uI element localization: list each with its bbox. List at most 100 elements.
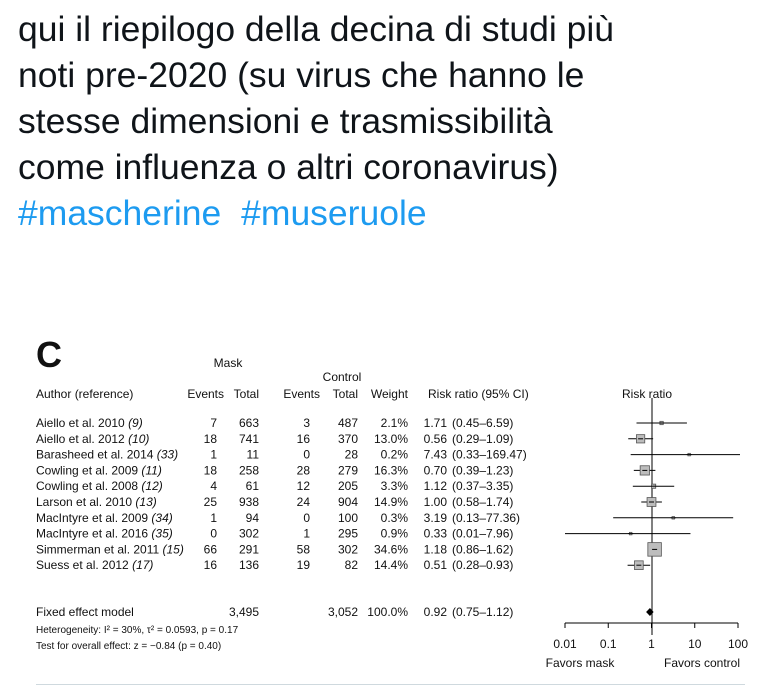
study-rr: 0.70 <box>424 463 448 477</box>
hashtag-link-mascherine[interactable]: #mascherine <box>18 193 222 233</box>
study-control-total: 279 <box>338 463 358 477</box>
x-axis-left-label: Favors mask <box>546 656 616 670</box>
control-group-header: Control <box>323 370 362 384</box>
col-header-author: Author (reference) <box>36 387 133 401</box>
mask-group-header: Mask <box>214 356 244 370</box>
x-tick-label: 100 <box>728 637 748 651</box>
study-mask-events: 0 <box>210 527 217 541</box>
study-author: Barasheed et al. 2014 (33) <box>36 448 178 462</box>
study-control-total: 82 <box>345 558 359 572</box>
tweet-line: stesse dimensioni e trasmissibilità <box>18 101 553 141</box>
study-mask-events: 66 <box>204 542 218 556</box>
study-weight: 34.6% <box>374 542 408 556</box>
study-mask-events: 1 <box>210 511 217 525</box>
study-weight: 14.9% <box>374 495 408 509</box>
study-ci: (0.45–6.59) <box>452 416 513 430</box>
col-header-plot: Risk ratio <box>622 387 672 401</box>
study-ci: (0.33–169.47) <box>452 448 527 462</box>
study-mask-events: 1 <box>210 448 217 462</box>
study-control-total: 487 <box>338 416 358 430</box>
study-author: Cowling et al. 2008 (12) <box>36 479 163 493</box>
study-control-events: 0 <box>303 511 310 525</box>
study-mask-total: 258 <box>239 463 259 477</box>
col-header-weight: Weight <box>371 387 409 401</box>
study-mask-total: 136 <box>239 558 259 572</box>
study-control-total: 28 <box>345 448 359 462</box>
panel-label: C <box>36 334 62 375</box>
plot-marks <box>565 420 740 616</box>
study-mask-total: 741 <box>239 432 259 446</box>
study-weight: 16.3% <box>374 463 408 477</box>
study-ci: (0.13–77.36) <box>452 511 520 525</box>
pooled-ci: (0.75–1.12) <box>452 605 513 619</box>
study-weight: 0.2% <box>381 448 409 462</box>
study-ci: (0.29–1.09) <box>452 432 513 446</box>
study-control-total: 904 <box>338 495 358 509</box>
study-rr: 1.18 <box>424 542 448 556</box>
study-control-events: 58 <box>297 542 311 556</box>
col-header-mask-total: Total <box>234 387 259 401</box>
pooled-diamond <box>646 608 654 616</box>
study-mask-total: 302 <box>239 527 259 541</box>
study-control-events: 28 <box>297 463 311 477</box>
pooled-control-total: 3,052 <box>328 605 358 619</box>
study-weight: 0.3% <box>381 511 409 525</box>
study-author: Cowling et al. 2009 (11) <box>36 463 162 477</box>
study-control-events: 24 <box>297 495 311 509</box>
col-header-control-total: Total <box>333 387 358 401</box>
study-rr: 0.56 <box>424 432 448 446</box>
study-rr: 7.43 <box>424 448 448 462</box>
study-control-total: 295 <box>338 527 358 541</box>
x-tick-label: 0.01 <box>553 637 577 651</box>
study-control-total: 370 <box>338 432 358 446</box>
study-ci: (0.58–1.74) <box>452 495 513 509</box>
study-author: MacIntyre et al. 2009 (34) <box>36 511 173 525</box>
study-mask-events: 18 <box>204 432 218 446</box>
study-control-events: 12 <box>297 479 311 493</box>
study-author: Aiello et al. 2012 (10) <box>36 432 149 446</box>
x-axis-ticks: 0.01 0.1 1 10 100 <box>553 623 748 651</box>
tweet-divider <box>36 684 745 685</box>
forest-plot-image[interactable]: C Mask Control Author (reference) Events… <box>0 330 781 680</box>
study-ci: (0.86–1.62) <box>452 542 513 556</box>
hashtag-link-museruole[interactable]: #museruole <box>241 193 427 233</box>
study-ci: (0.39–1.23) <box>452 463 513 477</box>
x-tick-label: 1 <box>648 637 655 651</box>
col-header-mask-events: Events <box>187 387 224 401</box>
study-rr: 3.19 <box>424 511 448 525</box>
study-author: Suess et al. 2012 (17) <box>36 558 153 572</box>
study-author: MacIntyre et al. 2016 (35) <box>36 527 173 541</box>
study-control-total: 302 <box>338 542 358 556</box>
study-ci: (0.37–3.35) <box>452 479 513 493</box>
study-mask-total: 11 <box>247 448 260 462</box>
forest-plot: C Mask Control Author (reference) Events… <box>36 334 748 670</box>
tweet-line: come influenza o altri coronavirus) <box>18 147 559 187</box>
study-weight: 3.3% <box>381 479 409 493</box>
study-control-total: 100 <box>338 511 358 525</box>
study-weight: 2.1% <box>381 416 409 430</box>
study-mask-total: 663 <box>239 416 259 430</box>
study-ci: (0.01–7.96) <box>452 527 513 541</box>
tweet-line: noti pre-2020 (su virus che hanno le <box>18 55 585 95</box>
study-author: Aiello et al. 2010 (9) <box>36 416 143 430</box>
study-rr: 0.33 <box>424 527 448 541</box>
study-rr: 1.71 <box>424 416 448 430</box>
study-weight: 0.9% <box>381 527 409 541</box>
study-mask-total: 61 <box>246 479 260 493</box>
study-rr: 0.51 <box>424 558 448 572</box>
study-control-events: 16 <box>297 432 311 446</box>
study-control-events: 0 <box>303 448 310 462</box>
pooled-rr: 0.92 <box>424 605 448 619</box>
study-mask-total: 94 <box>246 511 260 525</box>
study-control-total: 205 <box>338 479 358 493</box>
tweet-text: qui il riepilogo della decina di studi p… <box>18 6 768 236</box>
col-header-control-events: Events <box>283 387 320 401</box>
study-author: Simmerman et al. 2011 (15) <box>36 542 184 556</box>
study-rows: Aiello et al. 2010 (9) 7 663 3 487 2.1% 1.71 (0… <box>36 416 527 572</box>
x-tick-label: 10 <box>688 637 702 651</box>
study-rr: 1.12 <box>424 479 448 493</box>
hashtag-row: #mascherine #museruole <box>18 190 768 236</box>
study-control-events: 19 <box>297 558 311 572</box>
study-author: Larson et al. 2010 (13) <box>36 495 157 509</box>
heterogeneity-text: Heterogeneity: I² = 30%, τ² = 0.0593, p … <box>36 625 239 636</box>
